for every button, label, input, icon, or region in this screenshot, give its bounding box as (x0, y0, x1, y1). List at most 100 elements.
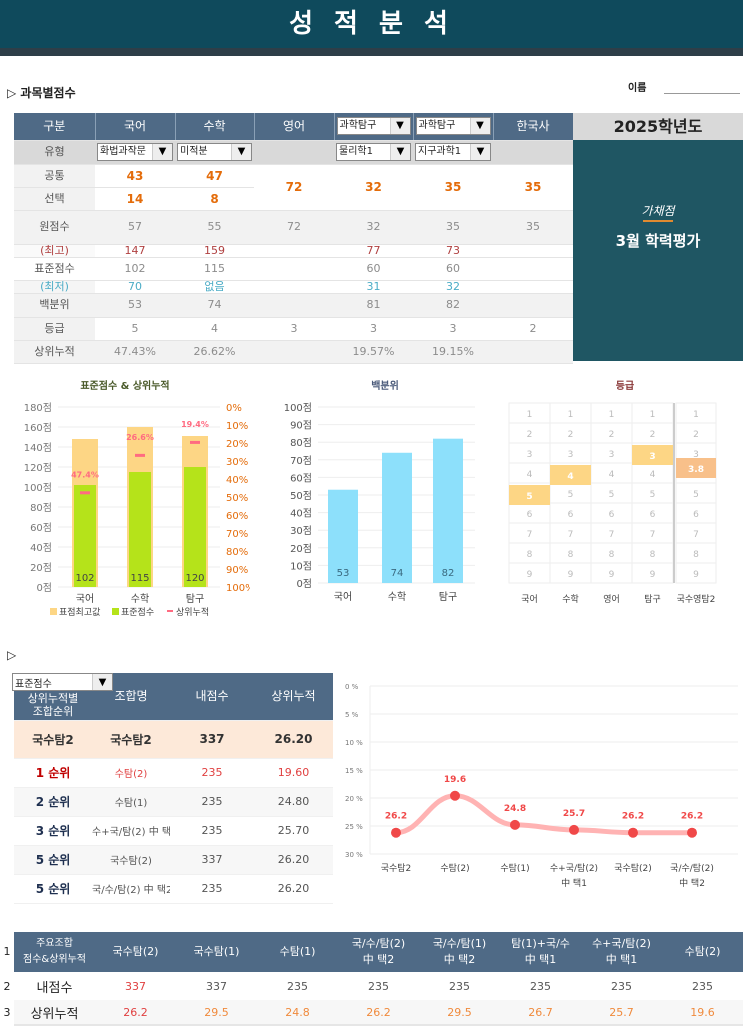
col-header[interactable]: 과학탐구 ▼ (334, 113, 414, 141)
score-cell: 235 (368, 979, 389, 993)
rank-label: 1 순위 (14, 758, 92, 788)
grade-tick: 4 (527, 470, 533, 480)
col-header: 한국사 (493, 113, 574, 141)
y2-tick-label: 60% (226, 511, 248, 522)
cumulative-cell: 29.5 (176, 1000, 257, 1026)
metric-dropdown[interactable]: 표준점수 ▼ (12, 673, 113, 691)
chevron-down-icon[interactable]: ▼ (469, 118, 490, 135)
chevron-down-icon[interactable]: ▼ (231, 144, 251, 160)
ranking-cell: 국수탐(2) (92, 845, 170, 875)
ranking-row: 5 순위 국/수/탐(2) 中 택2 235 26.20 (14, 874, 333, 904)
value-cell: 81 (334, 293, 413, 318)
x-tick-label: 탐구 (186, 593, 204, 605)
current-combination-row: 국수탐2 국수탐2 337 26.20 (14, 720, 333, 759)
y-tick-label: 10점 (290, 560, 312, 572)
chevron-down-icon[interactable]: ▼ (470, 144, 490, 160)
x-tick-label: 수학 (131, 593, 149, 605)
grade-tick: 8 (693, 550, 699, 560)
grade-tick: 1 (693, 410, 699, 420)
score-cell: 235 (692, 979, 713, 993)
type-cell-dropdown[interactable]: 물리학1 ▼ (336, 143, 411, 161)
cumulative-marker (135, 453, 145, 457)
chevron-down-icon[interactable]: ▼ (152, 144, 172, 160)
row-select: 선택 14 8 (14, 187, 573, 211)
y2-tick-label: 50% (226, 493, 248, 504)
score-cell: 235 (530, 979, 551, 993)
row-label: 상위누적 (14, 1000, 95, 1026)
col-header: 상위누적 (254, 673, 333, 721)
y2-tick-label: 10% (226, 421, 248, 432)
value-cell: 2 (493, 317, 573, 341)
header-strip (0, 48, 743, 56)
type-cell[interactable]: 물리학1 ▼ (334, 140, 413, 165)
y2-tick-label: 100% (226, 583, 250, 594)
x-tick-label: 국수탐2 (381, 862, 412, 874)
percentile-chart: 백분위 0점 10점 20점 30점 40점 50점 60점 70점 80점 90점 100점 53 국어… (284, 379, 475, 603)
col-header: 수탐(2) (662, 932, 743, 972)
type-cell-dropdown[interactable]: 화법과작문 ▼ (97, 143, 173, 161)
percentile-bar (328, 489, 358, 583)
ranking-cell: 337 (170, 845, 254, 875)
chevron-down-icon[interactable]: ▼ (92, 674, 112, 690)
value-cell: 4 (175, 317, 254, 341)
value-cell: 35 (413, 210, 493, 245)
value-cell (254, 340, 334, 364)
row-std: 표준점수 102 115 60 60 (14, 257, 573, 281)
triangle-icon: ▷ (7, 648, 17, 662)
value-cell: 70 (95, 280, 175, 294)
x-tick-label: 中 택2 (679, 877, 705, 889)
row-grade: 등급 5 4 3 3 3 2 (14, 317, 573, 341)
name-input[interactable] (664, 80, 740, 94)
chevron-down-icon[interactable]: ▼ (390, 144, 410, 160)
data-point (687, 827, 697, 838)
data-point (510, 819, 520, 830)
year-label: 2025학년도 (573, 113, 743, 140)
cumulative-cell: 29.5 (419, 1000, 500, 1026)
y2-tick-label: 80% (226, 547, 248, 558)
grade-tick: 1 (527, 410, 533, 420)
score-cell: 35 (413, 164, 493, 211)
y2-tick-label: 20% (226, 439, 248, 450)
col-header[interactable]: 과학탐구 ▼ (413, 113, 494, 141)
data-point (628, 827, 638, 838)
chevron-down-icon[interactable]: ▼ (389, 118, 410, 135)
grade-highlight (509, 485, 550, 505)
type-cell[interactable]: 지구과학1 ▼ (413, 140, 493, 165)
col-header: 주요조합 점수&상위누적 (14, 932, 95, 972)
bar-value-label: 82 (442, 568, 455, 579)
grade-tick: 9 (650, 570, 656, 580)
col-header-dropdown[interactable]: 과학탐구 ▼ (415, 117, 491, 136)
y-tick-label: 160점 (24, 422, 52, 434)
y-tick-label: 10 % (345, 739, 363, 747)
score-cell: 32 (334, 164, 413, 211)
standard-score-bar (184, 467, 206, 587)
grade-tick: 3 (527, 450, 533, 460)
score-cell: 8 (175, 187, 254, 211)
y2-tick-label: 30% (226, 457, 248, 468)
type-cell[interactable]: 미적분 ▼ (175, 140, 254, 165)
ranking-cell: 235 (170, 816, 254, 846)
type-cell-dropdown[interactable]: 미적분 ▼ (177, 143, 252, 161)
y-tick-label: 30점 (290, 525, 312, 537)
y-tick-label: 120점 (24, 462, 52, 474)
y2-tick-label: 40% (226, 475, 248, 486)
page-title: 성 적 분 석 (0, 0, 743, 48)
value-cell: 60 (334, 257, 413, 281)
cumulative-line-chart: 0 % 5 % 10 % 15 % 20 % 25 % 30 % 26.2 국수탐2 19.6 수탐… (345, 683, 738, 889)
ranking-cell: 26.20 (254, 845, 333, 875)
ranking-cell: 235 (170, 758, 254, 788)
col-header-dropdown[interactable]: 과학탐구 ▼ (336, 117, 411, 136)
row-max: (최고) 147 159 77 73 (14, 244, 573, 258)
grade-tick: 5 (693, 490, 699, 500)
grade-tick: 6 (609, 510, 615, 520)
row-number: 3 (3, 1006, 11, 1019)
grade-tick: 1 (568, 410, 574, 420)
data-label: 26.2 (681, 812, 703, 822)
type-cell[interactable]: 화법과작문 ▼ (95, 140, 175, 165)
grade-tick: 8 (527, 550, 533, 560)
score-table: 구분 국어 수학 영어 과학탐구 ▼ 과학탐구 ▼ 한국사 유형 화법과작문 ▼ 미적분 ▼ 물리학1 ▼ 지구… (14, 113, 574, 364)
x-tick-label: 수학 (388, 591, 406, 603)
value-cell (493, 293, 573, 318)
type-cell-dropdown[interactable]: 지구과학1 ▼ (415, 143, 491, 161)
ranking-cell: 235 (170, 787, 254, 817)
